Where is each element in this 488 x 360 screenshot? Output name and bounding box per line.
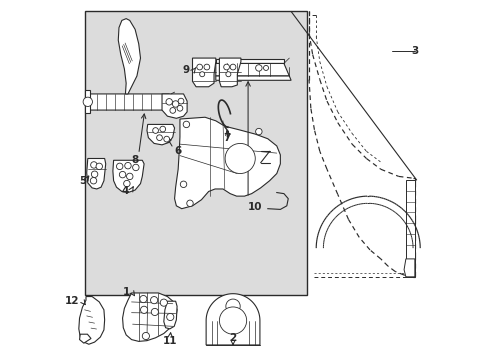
Circle shape [124, 162, 131, 169]
Circle shape [151, 309, 158, 316]
Circle shape [255, 65, 262, 71]
Text: 12: 12 [64, 296, 79, 306]
Circle shape [255, 129, 262, 135]
Polygon shape [162, 94, 187, 118]
Text: 10: 10 [247, 202, 262, 212]
Polygon shape [118, 19, 140, 94]
Circle shape [142, 332, 149, 339]
Text: 7: 7 [223, 133, 230, 143]
Circle shape [83, 97, 92, 107]
Circle shape [150, 297, 158, 304]
Circle shape [225, 72, 230, 77]
Circle shape [199, 72, 204, 77]
Polygon shape [405, 180, 414, 277]
Circle shape [156, 135, 162, 140]
Circle shape [169, 108, 175, 113]
Polygon shape [174, 117, 280, 209]
Circle shape [160, 299, 167, 306]
Circle shape [203, 64, 209, 70]
Text: 1: 1 [122, 287, 129, 297]
Polygon shape [192, 58, 215, 87]
Text: 9: 9 [183, 64, 190, 75]
Polygon shape [122, 293, 177, 341]
Circle shape [91, 171, 98, 177]
Circle shape [224, 143, 255, 174]
Polygon shape [86, 94, 171, 110]
Text: 3: 3 [410, 46, 418, 56]
Polygon shape [80, 334, 91, 343]
Circle shape [90, 177, 97, 184]
Polygon shape [215, 76, 290, 80]
Text: 8: 8 [131, 155, 139, 165]
Circle shape [225, 299, 240, 314]
Circle shape [123, 180, 130, 187]
Circle shape [196, 64, 202, 70]
Text: 6: 6 [174, 145, 182, 156]
Polygon shape [85, 90, 89, 113]
Circle shape [186, 200, 193, 207]
Circle shape [223, 64, 229, 70]
Bar [85, 12, 306, 295]
Circle shape [126, 173, 133, 180]
Circle shape [119, 171, 125, 178]
Text: 5: 5 [80, 176, 86, 186]
Circle shape [180, 181, 186, 188]
Circle shape [178, 98, 183, 104]
Circle shape [165, 99, 172, 105]
Polygon shape [79, 297, 104, 344]
Polygon shape [86, 158, 105, 189]
Polygon shape [113, 160, 144, 193]
Circle shape [263, 66, 268, 71]
Polygon shape [403, 259, 414, 277]
Polygon shape [163, 301, 177, 329]
Circle shape [140, 306, 147, 314]
Polygon shape [215, 63, 289, 76]
Circle shape [152, 128, 158, 134]
Circle shape [177, 105, 183, 111]
Circle shape [163, 136, 169, 142]
Text: 11: 11 [163, 336, 177, 346]
Polygon shape [206, 294, 260, 345]
Polygon shape [219, 58, 241, 87]
Circle shape [90, 162, 97, 168]
Polygon shape [215, 59, 284, 63]
Circle shape [219, 307, 246, 334]
Circle shape [140, 296, 147, 303]
Circle shape [96, 163, 102, 170]
Circle shape [160, 126, 165, 132]
Circle shape [116, 163, 122, 170]
Circle shape [183, 121, 189, 128]
Circle shape [132, 164, 139, 171]
Text: 4: 4 [122, 186, 129, 197]
Circle shape [166, 314, 174, 320]
Circle shape [230, 64, 235, 70]
Polygon shape [147, 125, 174, 145]
Circle shape [172, 101, 179, 107]
Text: 2: 2 [229, 333, 236, 343]
